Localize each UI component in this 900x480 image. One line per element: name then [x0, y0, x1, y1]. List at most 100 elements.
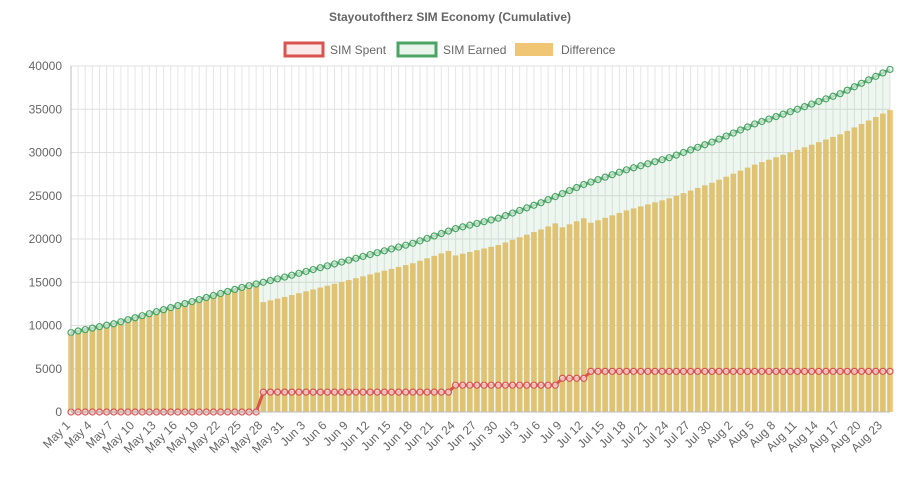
sim-earned-point[interactable]	[679, 148, 688, 157]
sim-spent-point[interactable]	[886, 367, 894, 375]
sim-earned-point[interactable]	[765, 115, 773, 123]
sim-spent-point[interactable]	[295, 388, 303, 396]
sim-earned-point[interactable]	[174, 302, 182, 310]
sim-earned-point[interactable]	[865, 76, 873, 84]
sim-spent-point[interactable]	[551, 381, 559, 389]
sim-earned-point[interactable]	[686, 146, 695, 154]
sim-spent-point[interactable]	[751, 367, 759, 375]
sim-spent-point[interactable]	[637, 367, 645, 375]
sim-earned-point[interactable]	[437, 229, 445, 238]
sim-spent-point[interactable]	[437, 388, 445, 396]
sim-earned-point[interactable]	[359, 252, 367, 261]
sim-earned-point[interactable]	[815, 97, 823, 106]
sim-spent-point[interactable]	[487, 381, 495, 389]
sim-spent-point[interactable]	[601, 367, 609, 375]
sim-earned-point[interactable]	[879, 69, 887, 77]
sim-earned-point[interactable]	[430, 232, 438, 240]
sim-earned-point[interactable]	[494, 214, 502, 222]
sim-spent-point[interactable]	[281, 388, 289, 396]
sim-spent-point[interactable]	[786, 367, 794, 375]
sim-spent-point[interactable]	[658, 367, 666, 375]
sim-spent-point[interactable]	[416, 388, 424, 396]
sim-spent-point[interactable]	[530, 381, 538, 389]
sim-earned-point[interactable]	[295, 269, 303, 277]
sim-earned-point[interactable]	[665, 154, 673, 162]
sim-spent-point[interactable]	[651, 367, 659, 375]
sim-earned-point[interactable]	[644, 160, 652, 168]
sim-spent-point[interactable]	[779, 367, 787, 375]
sim-spent-point[interactable]	[352, 388, 360, 396]
legend-item-sim-earned[interactable]: SIM Earned	[396, 41, 506, 58]
sim-earned-point[interactable]	[117, 318, 125, 326]
sim-earned-point[interactable]	[110, 320, 118, 328]
sim-earned-point[interactable]	[672, 151, 680, 159]
sim-spent-point[interactable]	[822, 367, 830, 375]
sim-earned-point[interactable]	[103, 321, 111, 329]
sim-spent-point[interactable]	[359, 388, 367, 396]
legend-item-sim-spent[interactable]: SIM Spent	[283, 41, 387, 58]
sim-earned-point[interactable]	[224, 287, 232, 296]
sim-spent-point[interactable]	[573, 374, 581, 382]
sim-spent-point[interactable]	[715, 367, 723, 375]
sim-spent-point[interactable]	[843, 367, 851, 375]
sim-spent-point[interactable]	[793, 367, 802, 375]
sim-earned-point[interactable]	[316, 264, 324, 272]
sim-earned-point[interactable]	[387, 245, 396, 253]
sim-earned-point[interactable]	[238, 283, 246, 292]
sim-earned-point[interactable]	[138, 312, 146, 320]
sim-earned-point[interactable]	[508, 209, 517, 217]
sim-earned-point[interactable]	[373, 249, 381, 257]
sim-earned-point[interactable]	[95, 323, 104, 331]
sim-earned-point[interactable]	[252, 280, 260, 288]
sim-earned-point[interactable]	[544, 196, 552, 204]
sim-earned-point[interactable]	[338, 258, 346, 266]
sim-spent-point[interactable]	[708, 367, 716, 375]
sim-spent-point[interactable]	[345, 388, 353, 396]
sim-spent-point[interactable]	[544, 381, 552, 389]
sim-spent-point[interactable]	[772, 367, 780, 375]
sim-earned-point[interactable]	[444, 227, 453, 235]
sim-earned-point[interactable]	[195, 295, 203, 304]
sim-earned-point[interactable]	[729, 129, 737, 137]
sim-earned-point[interactable]	[167, 304, 175, 312]
sim-spent-point[interactable]	[316, 388, 324, 396]
sim-earned-point[interactable]	[743, 123, 752, 131]
sim-earned-point[interactable]	[231, 285, 239, 294]
sim-spent-point[interactable]	[366, 388, 374, 396]
sim-spent-point[interactable]	[672, 367, 680, 375]
sim-spent-point[interactable]	[409, 388, 417, 396]
sim-spent-point[interactable]	[480, 381, 488, 389]
sim-spent-point[interactable]	[665, 367, 673, 375]
sim-spent-point[interactable]	[516, 381, 524, 389]
sim-spent-point[interactable]	[558, 374, 567, 382]
sim-earned-point[interactable]	[459, 223, 467, 231]
sim-spent-point[interactable]	[758, 367, 766, 375]
sim-earned-point[interactable]	[245, 282, 253, 290]
sim-spent-point[interactable]	[259, 388, 267, 396]
sim-earned-point[interactable]	[751, 120, 759, 128]
sim-spent-point[interactable]	[273, 388, 282, 396]
sim-earned-point[interactable]	[395, 243, 403, 251]
sim-earned-point[interactable]	[402, 241, 410, 249]
sim-spent-point[interactable]	[423, 388, 431, 396]
sim-spent-point[interactable]	[330, 388, 339, 396]
sim-earned-point[interactable]	[423, 234, 431, 243]
sim-earned-point[interactable]	[694, 143, 702, 151]
sim-earned-point[interactable]	[366, 250, 374, 259]
sim-spent-point[interactable]	[373, 388, 381, 396]
sim-earned-point[interactable]	[209, 291, 218, 300]
sim-earned-point[interactable]	[259, 278, 267, 286]
sim-earned-point[interactable]	[800, 103, 809, 111]
sim-earned-point[interactable]	[829, 92, 837, 100]
sim-spent-point[interactable]	[565, 374, 574, 382]
sim-earned-point[interactable]	[124, 316, 132, 324]
sim-earned-point[interactable]	[715, 135, 723, 143]
sim-earned-point[interactable]	[772, 113, 780, 121]
sim-earned-point[interactable]	[451, 225, 460, 233]
sim-earned-point[interactable]	[273, 275, 282, 283]
sim-earned-point[interactable]	[188, 297, 196, 306]
sim-earned-point[interactable]	[779, 110, 787, 118]
sim-spent-point[interactable]	[508, 381, 517, 389]
sim-earned-point[interactable]	[573, 183, 581, 192]
sim-spent-point[interactable]	[288, 388, 296, 396]
